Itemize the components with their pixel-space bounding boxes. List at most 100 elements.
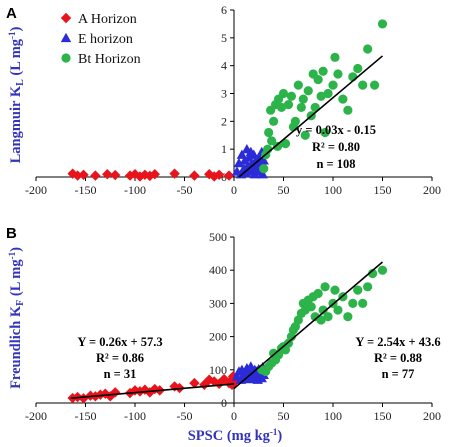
panel-a-point-bt bbox=[296, 102, 306, 113]
panel-a-y-axis-label-text: Langmuir KL (L mg-1) bbox=[7, 26, 26, 163]
legend-marker-bt bbox=[61, 53, 71, 63]
panel-b-point-bt bbox=[330, 285, 340, 295]
panel-a-point-bt bbox=[276, 102, 287, 113]
panel-a-point-bt bbox=[377, 19, 388, 29]
panel-b-point-bt bbox=[320, 282, 330, 292]
panel-a-x-tick-label: 0 bbox=[231, 183, 237, 197]
panel-b-x-tick-label: 50 bbox=[278, 409, 290, 423]
panel-a-point-bt bbox=[310, 102, 320, 113]
panel-b-y-tick-label: 300 bbox=[209, 296, 227, 310]
panel-a-y-tick-label: 0 bbox=[221, 170, 227, 184]
panel-a-point-a bbox=[110, 169, 121, 181]
panel-a-ylabel-sub: L bbox=[15, 79, 26, 86]
panel-a-point-a bbox=[67, 168, 78, 179]
panel-b-point-a bbox=[189, 377, 200, 389]
legend-label-e: E horizon bbox=[78, 32, 133, 47]
panel-b-xlabel-close: ) bbox=[277, 428, 282, 444]
panel-a-point-bt bbox=[369, 80, 380, 90]
panel-b-xlabel-exp: -1 bbox=[270, 427, 278, 437]
panel-a-y-tick-label: 6 bbox=[221, 3, 227, 17]
panel-b-ylabel-exp: -1 bbox=[7, 251, 17, 259]
panel-a-y-tick-label: 3 bbox=[221, 87, 227, 101]
panel-b-annotation-left: Y = 0.26x + 57.3 R² = 0.86 n = 31 bbox=[77, 335, 162, 381]
panel-b-ylabel-main: Freundlich K bbox=[8, 305, 24, 389]
panel-a-x-tick-label: 50 bbox=[278, 183, 290, 197]
panel-a-point-bt bbox=[343, 105, 353, 115]
panel-a-y-tick-label: 4 bbox=[221, 59, 227, 73]
panel-a-ylabel-unit: (L mg bbox=[8, 38, 24, 79]
panel-a-y-tick-label: 1 bbox=[221, 142, 227, 156]
panel-a-point-bt bbox=[269, 116, 279, 126]
panel-b: B Freundlich KF (L mg-1) -200 -150 -100 -50… bbox=[6, 225, 441, 444]
panel-a-point-bt bbox=[318, 66, 328, 76]
panel-b-point-bt bbox=[306, 302, 316, 312]
panel-b-x-tick-label: 0 bbox=[231, 409, 237, 423]
legend-item-e: E horizon bbox=[60, 32, 133, 47]
panel-b-x-tick-label: 200 bbox=[423, 409, 441, 423]
panel-a-point-bt bbox=[316, 91, 326, 101]
panel-a-point-bt bbox=[353, 63, 363, 74]
panel-b-y-tick-label: 400 bbox=[209, 263, 227, 277]
panel-b-y-axis-label: Freundlich KF (L mg-1) bbox=[7, 247, 26, 389]
panel-b-point-bt bbox=[348, 298, 358, 308]
panel-b-letter: B bbox=[6, 225, 17, 242]
panel-b-fit-line bbox=[233, 261, 384, 390]
panel-a-r-squared: R² = 0.80 bbox=[312, 140, 360, 154]
panel-a-series-a bbox=[67, 168, 235, 182]
panel-b-point-bt bbox=[313, 288, 323, 299]
panel-a-point-bt bbox=[320, 127, 330, 138]
panel-a-x-tick-label: -150 bbox=[75, 183, 97, 197]
panel-b-point-bt bbox=[316, 315, 326, 325]
panel-a-point-a bbox=[149, 169, 160, 180]
panel-b-y-tick-label: 0 bbox=[221, 396, 227, 410]
panel-a-point-bt bbox=[290, 116, 300, 126]
panel-b-n-left: n = 31 bbox=[104, 367, 137, 381]
panel-b-ylabel-close: ) bbox=[8, 247, 24, 252]
legend-item-bt: Bt Horizon bbox=[61, 52, 141, 67]
panel-a-point-a bbox=[102, 169, 113, 180]
panel-b-point-bt bbox=[368, 268, 378, 279]
legend-marker-e bbox=[60, 32, 72, 43]
panel-a-point-a bbox=[78, 169, 89, 180]
panel-a-x-tick-label: 100 bbox=[324, 183, 342, 197]
panel-b-point-bt bbox=[353, 285, 363, 295]
panel-b-point-bt bbox=[318, 305, 328, 315]
panel-b-fit-line bbox=[70, 383, 235, 400]
panel-b-series-bt bbox=[257, 265, 388, 377]
panel-b-r-squared-right: R² = 0.88 bbox=[374, 351, 422, 365]
panel-a-point-a bbox=[213, 169, 225, 180]
panel-b-point-bt bbox=[333, 305, 343, 315]
panel-b-fit-equation-left: Y = 0.26x + 57.3 bbox=[77, 335, 162, 349]
panel-a-point-bt bbox=[293, 80, 303, 90]
panel-a-y-tick-label: 2 bbox=[221, 114, 227, 128]
panel-b-point-bt bbox=[377, 265, 388, 275]
panel-a-point-bt bbox=[259, 164, 269, 174]
panel-a-plot-area: -200 -150 -100 -50 0 50 100 150 200 0 1 2 3 4 5 6 bbox=[25, 3, 441, 197]
panel-b-y-tick-label: 100 bbox=[209, 363, 227, 377]
legend-marker-a bbox=[60, 12, 72, 24]
panel-a-ylabel-main: Langmuir K bbox=[8, 85, 24, 163]
panel-a-point-bt bbox=[323, 88, 333, 99]
legend-item-a: A Horizon bbox=[60, 12, 137, 27]
panel-b-point-bt bbox=[323, 312, 333, 322]
panel-b-x-tick-label: -200 bbox=[25, 409, 47, 423]
panel-a-point-a bbox=[90, 170, 101, 181]
panel-b-r-squared-left: R² = 0.86 bbox=[96, 351, 144, 365]
panel-a: A Langmuir KL (L mg-1) -200 -150 -100 -50 0 5… bbox=[6, 3, 441, 197]
panel-a-point-bt bbox=[303, 86, 313, 96]
panel-b-y-tick-label: 200 bbox=[209, 330, 227, 344]
panel-a-point-e bbox=[257, 169, 268, 179]
panel-a-x-tick-label: -50 bbox=[177, 183, 193, 197]
panel-b-point-bt bbox=[358, 298, 368, 308]
panel-a-point-bt bbox=[300, 130, 310, 140]
panel-a-legend: A Horizon E horizon Bt Horizon bbox=[60, 12, 141, 67]
panel-b-x-tick-label: -150 bbox=[75, 409, 97, 423]
panel-a-point-bt bbox=[313, 74, 323, 85]
panel-a-point-bt bbox=[298, 94, 308, 104]
panel-b-x-tick-label: -100 bbox=[124, 409, 146, 423]
panel-a-point-bt bbox=[280, 139, 291, 149]
panel-a-y-axis-label: Langmuir KL (L mg-1) bbox=[7, 26, 26, 163]
panel-b-point-bt bbox=[343, 312, 353, 322]
panel-a-point-a bbox=[169, 168, 180, 179]
